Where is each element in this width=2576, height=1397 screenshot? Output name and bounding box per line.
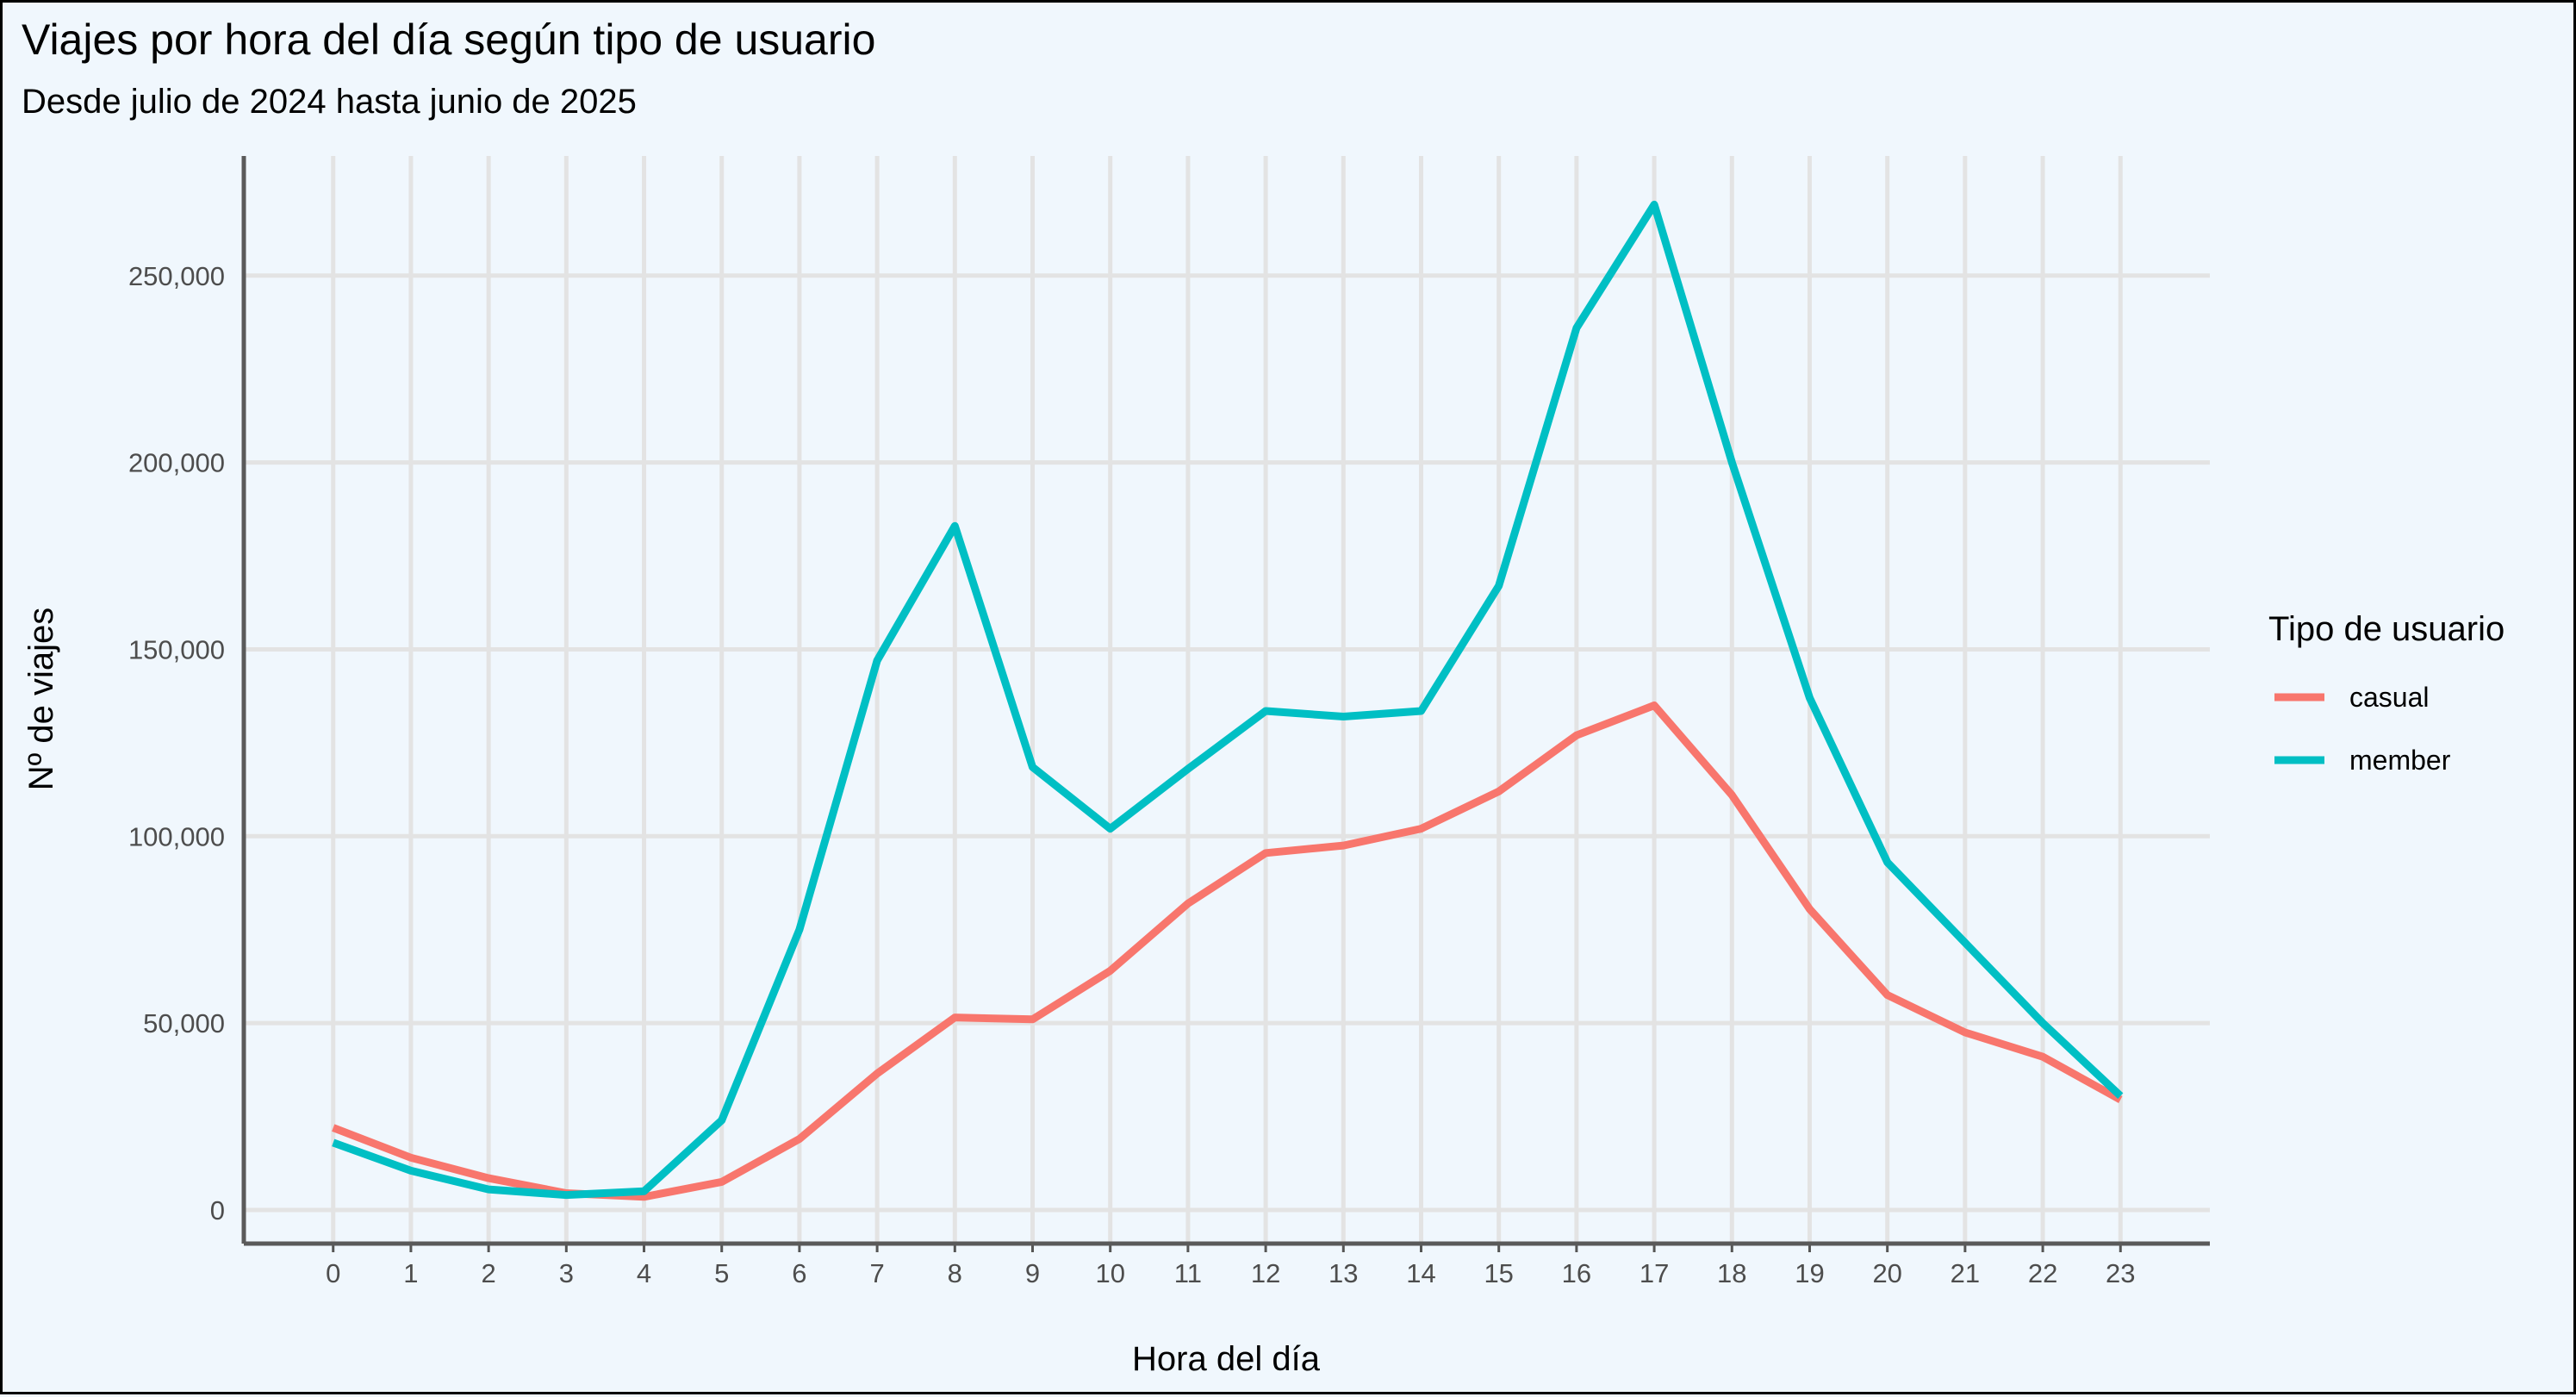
x-tick-label: 1 bbox=[403, 1258, 418, 1288]
x-tick-label: 6 bbox=[792, 1258, 806, 1288]
series-line-member bbox=[332, 200, 2124, 1200]
y-tick-label: 250,000 bbox=[128, 261, 225, 291]
x-tick-label: 17 bbox=[1640, 1258, 1669, 1288]
x-tick-label: 9 bbox=[1025, 1258, 1040, 1288]
chart-title: Viajes por hora del día según tipo de us… bbox=[22, 16, 875, 64]
x-tick-label: 5 bbox=[714, 1258, 729, 1288]
x-axis-title: Hora del día bbox=[1132, 1340, 1321, 1378]
x-tick-label: 18 bbox=[1717, 1258, 1746, 1288]
x-tick-label: 22 bbox=[2028, 1258, 2057, 1288]
x-tick-label: 23 bbox=[2106, 1258, 2135, 1288]
series-line-casual bbox=[332, 702, 2123, 1201]
x-tick-label: 4 bbox=[637, 1258, 651, 1288]
x-tick-label: 13 bbox=[1328, 1258, 1358, 1288]
line-chart: Viajes por hora del día según tipo de us… bbox=[22, 16, 2504, 1378]
x-tick-label: 2 bbox=[481, 1258, 495, 1288]
chart-subtitle: Desde julio de 2024 hasta junio de 2025 bbox=[22, 83, 637, 121]
series-lines bbox=[332, 200, 2124, 1201]
y-tick-label: 0 bbox=[210, 1195, 225, 1225]
x-tick-label: 20 bbox=[1872, 1258, 1901, 1288]
y-tick-label: 150,000 bbox=[128, 634, 225, 664]
legend-label-member: member bbox=[2349, 745, 2451, 776]
x-tick-label: 12 bbox=[1251, 1258, 1280, 1288]
x-tick-label: 14 bbox=[1406, 1258, 1435, 1288]
x-tick-label: 21 bbox=[1951, 1258, 1980, 1288]
y-tick-label: 100,000 bbox=[128, 821, 225, 851]
x-tick-label: 8 bbox=[948, 1258, 962, 1288]
grid bbox=[244, 156, 2210, 1244]
x-tick-label: 7 bbox=[869, 1258, 884, 1288]
x-tick-label: 0 bbox=[326, 1258, 340, 1288]
legend-label-casual: casual bbox=[2349, 682, 2430, 713]
legend-title: Tipo de usuario bbox=[2268, 610, 2504, 648]
legend: Tipo de usuario casual member bbox=[2268, 610, 2504, 776]
y-axis-title: Nº de viajes bbox=[22, 608, 60, 790]
x-tick-label: 19 bbox=[1795, 1258, 1824, 1288]
y-tick-label: 50,000 bbox=[143, 1008, 225, 1038]
y-tick-label: 200,000 bbox=[128, 448, 225, 478]
x-tick-label: 16 bbox=[1562, 1258, 1591, 1288]
x-tick-label: 11 bbox=[1174, 1258, 1202, 1288]
x-tick-label: 10 bbox=[1095, 1258, 1124, 1288]
x-tick-label: 3 bbox=[559, 1258, 574, 1288]
x-tick-label: 15 bbox=[1484, 1258, 1513, 1288]
